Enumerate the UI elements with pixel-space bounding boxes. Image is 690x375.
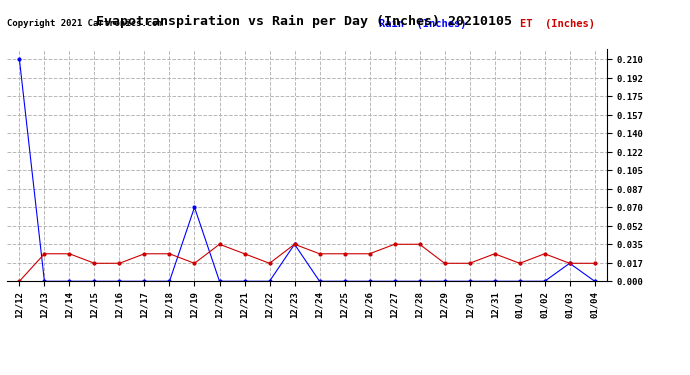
Text: ET  (Inches): ET (Inches) [520,18,595,28]
Text: Rain  (Inches): Rain (Inches) [379,18,466,28]
Text: Copyright 2021 Cartronics.com: Copyright 2021 Cartronics.com [7,18,163,27]
Text: Evapotranspiration vs Rain per Day (Inches) 20210105: Evapotranspiration vs Rain per Day (Inch… [96,15,511,28]
